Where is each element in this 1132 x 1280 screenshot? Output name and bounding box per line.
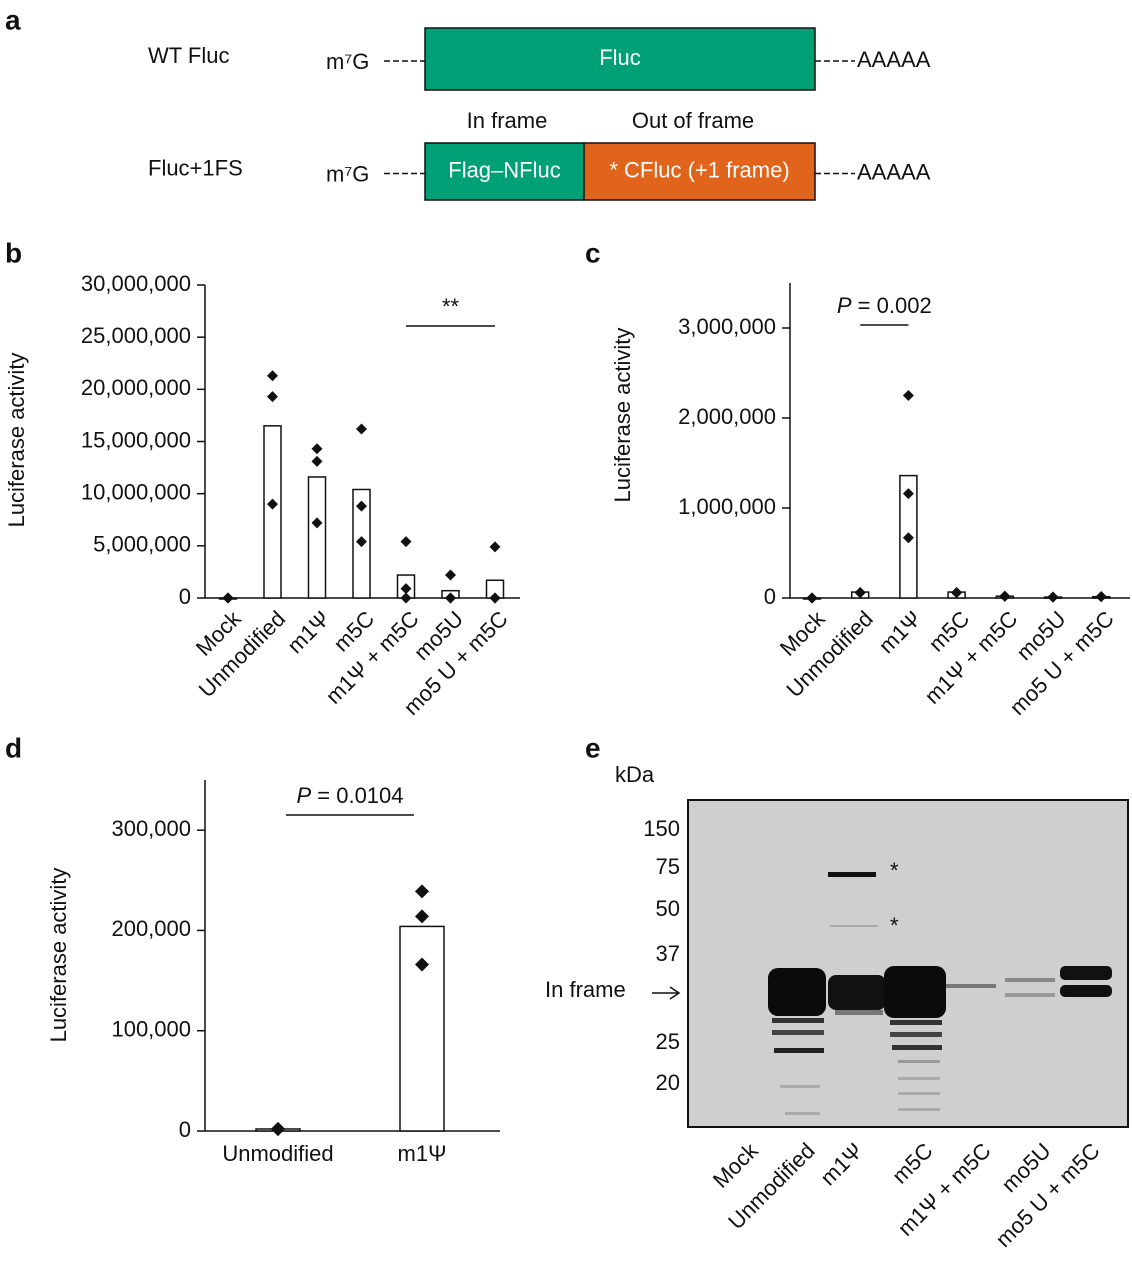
asterisk: * — [890, 858, 899, 883]
frame-label: Out of frame — [632, 108, 754, 133]
y-tick-label: 15,000,000 — [81, 427, 191, 452]
point — [356, 536, 367, 548]
panel-label: a — [5, 4, 21, 35]
point — [356, 423, 367, 435]
marker-label: 50 — [656, 896, 680, 921]
point — [400, 592, 412, 604]
marker-label: 37 — [656, 941, 680, 966]
point — [400, 536, 412, 548]
point — [400, 583, 412, 595]
point — [267, 391, 278, 403]
point — [489, 592, 501, 604]
segment — [583, 142, 816, 201]
arrow — [652, 986, 681, 1000]
unit-label: kDa — [615, 762, 655, 787]
segment — [424, 142, 585, 201]
tail: AAAAA — [857, 47, 931, 72]
point — [311, 455, 323, 467]
bar — [307, 476, 327, 599]
lane-label: m1Ψ — [815, 1138, 867, 1190]
panel-label: c — [585, 237, 601, 268]
y-axis-label: Luciferase activity — [46, 868, 71, 1043]
point — [445, 592, 456, 604]
y-axis-label: Luciferase activity — [4, 353, 29, 528]
point — [267, 498, 278, 510]
significance-label: P = 0.002 — [837, 293, 932, 318]
marker-label: 20 — [656, 1070, 680, 1095]
y-tick-label: 200,000 — [111, 916, 191, 941]
segment-label: Fluc — [599, 45, 641, 70]
y-tick-label: 30,000,000 — [81, 271, 191, 296]
segment — [424, 27, 816, 91]
cap: m⁷G — [326, 161, 369, 186]
arrow-label: In frame — [545, 977, 626, 1002]
cap: m⁷G — [326, 49, 369, 74]
construct-name: WT Fluc — [148, 43, 229, 68]
y-tick-label: 2,000,000 — [678, 404, 776, 429]
y-tick-label: 0 — [179, 1117, 191, 1142]
y-tick-label: 5,000,000 — [93, 532, 191, 557]
point — [489, 541, 501, 553]
y-tick-label: 20,000,000 — [81, 375, 191, 400]
y-tick-label: 1,000,000 — [678, 494, 776, 519]
axes — [789, 283, 1130, 599]
bar — [263, 425, 282, 599]
point — [311, 443, 323, 455]
significance-label: P = 0.0104 — [296, 783, 403, 808]
segment-label: * CFluc (+1 frame) — [609, 157, 789, 182]
construct-name: Fluc+1FS — [148, 155, 243, 180]
point — [806, 592, 818, 604]
x-tick-label: m1Ψ — [282, 606, 334, 658]
point — [902, 488, 914, 500]
panel-label: b — [5, 237, 22, 268]
tail: AAAAA — [857, 159, 931, 184]
axes — [204, 780, 500, 1132]
point — [415, 884, 429, 899]
point — [356, 500, 367, 512]
point — [415, 909, 429, 924]
lane-label: m5C — [887, 1138, 938, 1189]
point — [854, 587, 866, 599]
significance-label: ** — [442, 294, 460, 319]
point — [1095, 591, 1107, 603]
point — [1047, 591, 1059, 603]
frame-label: In frame — [467, 108, 548, 133]
x-tick-label: m1Ψ — [874, 606, 926, 658]
point — [999, 590, 1011, 602]
point — [902, 532, 914, 544]
y-axis-label: Luciferase activity — [610, 328, 635, 503]
panel-label: e — [585, 732, 601, 763]
point — [267, 370, 278, 382]
point — [951, 587, 963, 599]
point — [415, 957, 429, 972]
point — [222, 592, 234, 604]
x-tick-label: m1Ψ — [398, 1141, 447, 1166]
y-tick-label: 0 — [179, 584, 191, 609]
point — [902, 390, 914, 401]
point — [445, 569, 456, 581]
gel-image — [687, 799, 1129, 1128]
x-tick-label: Unmodified — [222, 1141, 333, 1166]
marker-label: 25 — [656, 1029, 680, 1054]
y-tick-label: 25,000,000 — [81, 323, 191, 348]
point — [311, 517, 323, 529]
y-tick-label: 3,000,000 — [678, 314, 776, 339]
marker-label: 150 — [643, 816, 680, 841]
y-tick-label: 0 — [764, 584, 776, 609]
segment-label: Flag–NFluc — [448, 157, 560, 182]
y-tick-label: 100,000 — [111, 1017, 191, 1042]
asterisk: * — [890, 913, 899, 938]
panel-label: d — [5, 732, 22, 763]
marker-label: 75 — [656, 854, 680, 879]
point — [271, 1121, 285, 1136]
bar — [399, 925, 445, 1132]
y-tick-label: 300,000 — [111, 816, 191, 841]
y-tick-label: 10,000,000 — [81, 479, 191, 504]
